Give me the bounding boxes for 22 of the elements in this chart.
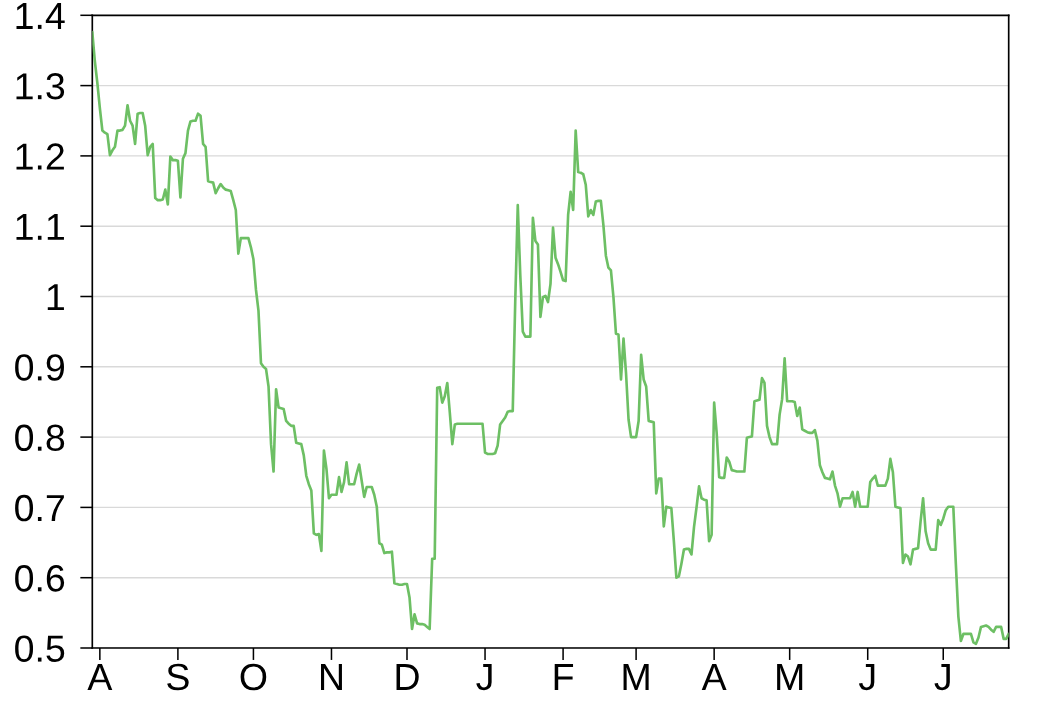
x-tick-label: J [858,664,875,691]
x-tick-label: S [167,663,189,691]
y-tick-label: 0.8 [15,424,65,452]
y-tick-label: 1.1 [16,213,64,240]
x-tick-label: D [396,664,419,690]
y-tick-label: 1.4 [16,3,65,29]
x-tick-label: M [623,664,649,690]
y-tick-label: 1.2 [16,143,64,170]
x-tick-label: A [701,664,727,690]
x-tick-label: M [777,664,803,690]
x-tick-label: A [87,664,113,690]
x-tick-label: J [934,664,950,691]
x-tick-label: J [476,664,492,691]
x-tick-label: O [240,663,267,691]
y-tick-label: 0.6 [15,565,65,592]
y-tick-label: 1.3 [16,73,65,100]
y-tick-label: 1 [47,284,64,311]
y-tick-label: 0.5 [15,635,65,662]
y-tick-label: 0.7 [15,494,64,522]
x-tick-label: F [554,664,574,690]
x-tick-label: N [321,664,342,690]
y-tick-label: 0.9 [15,354,64,381]
